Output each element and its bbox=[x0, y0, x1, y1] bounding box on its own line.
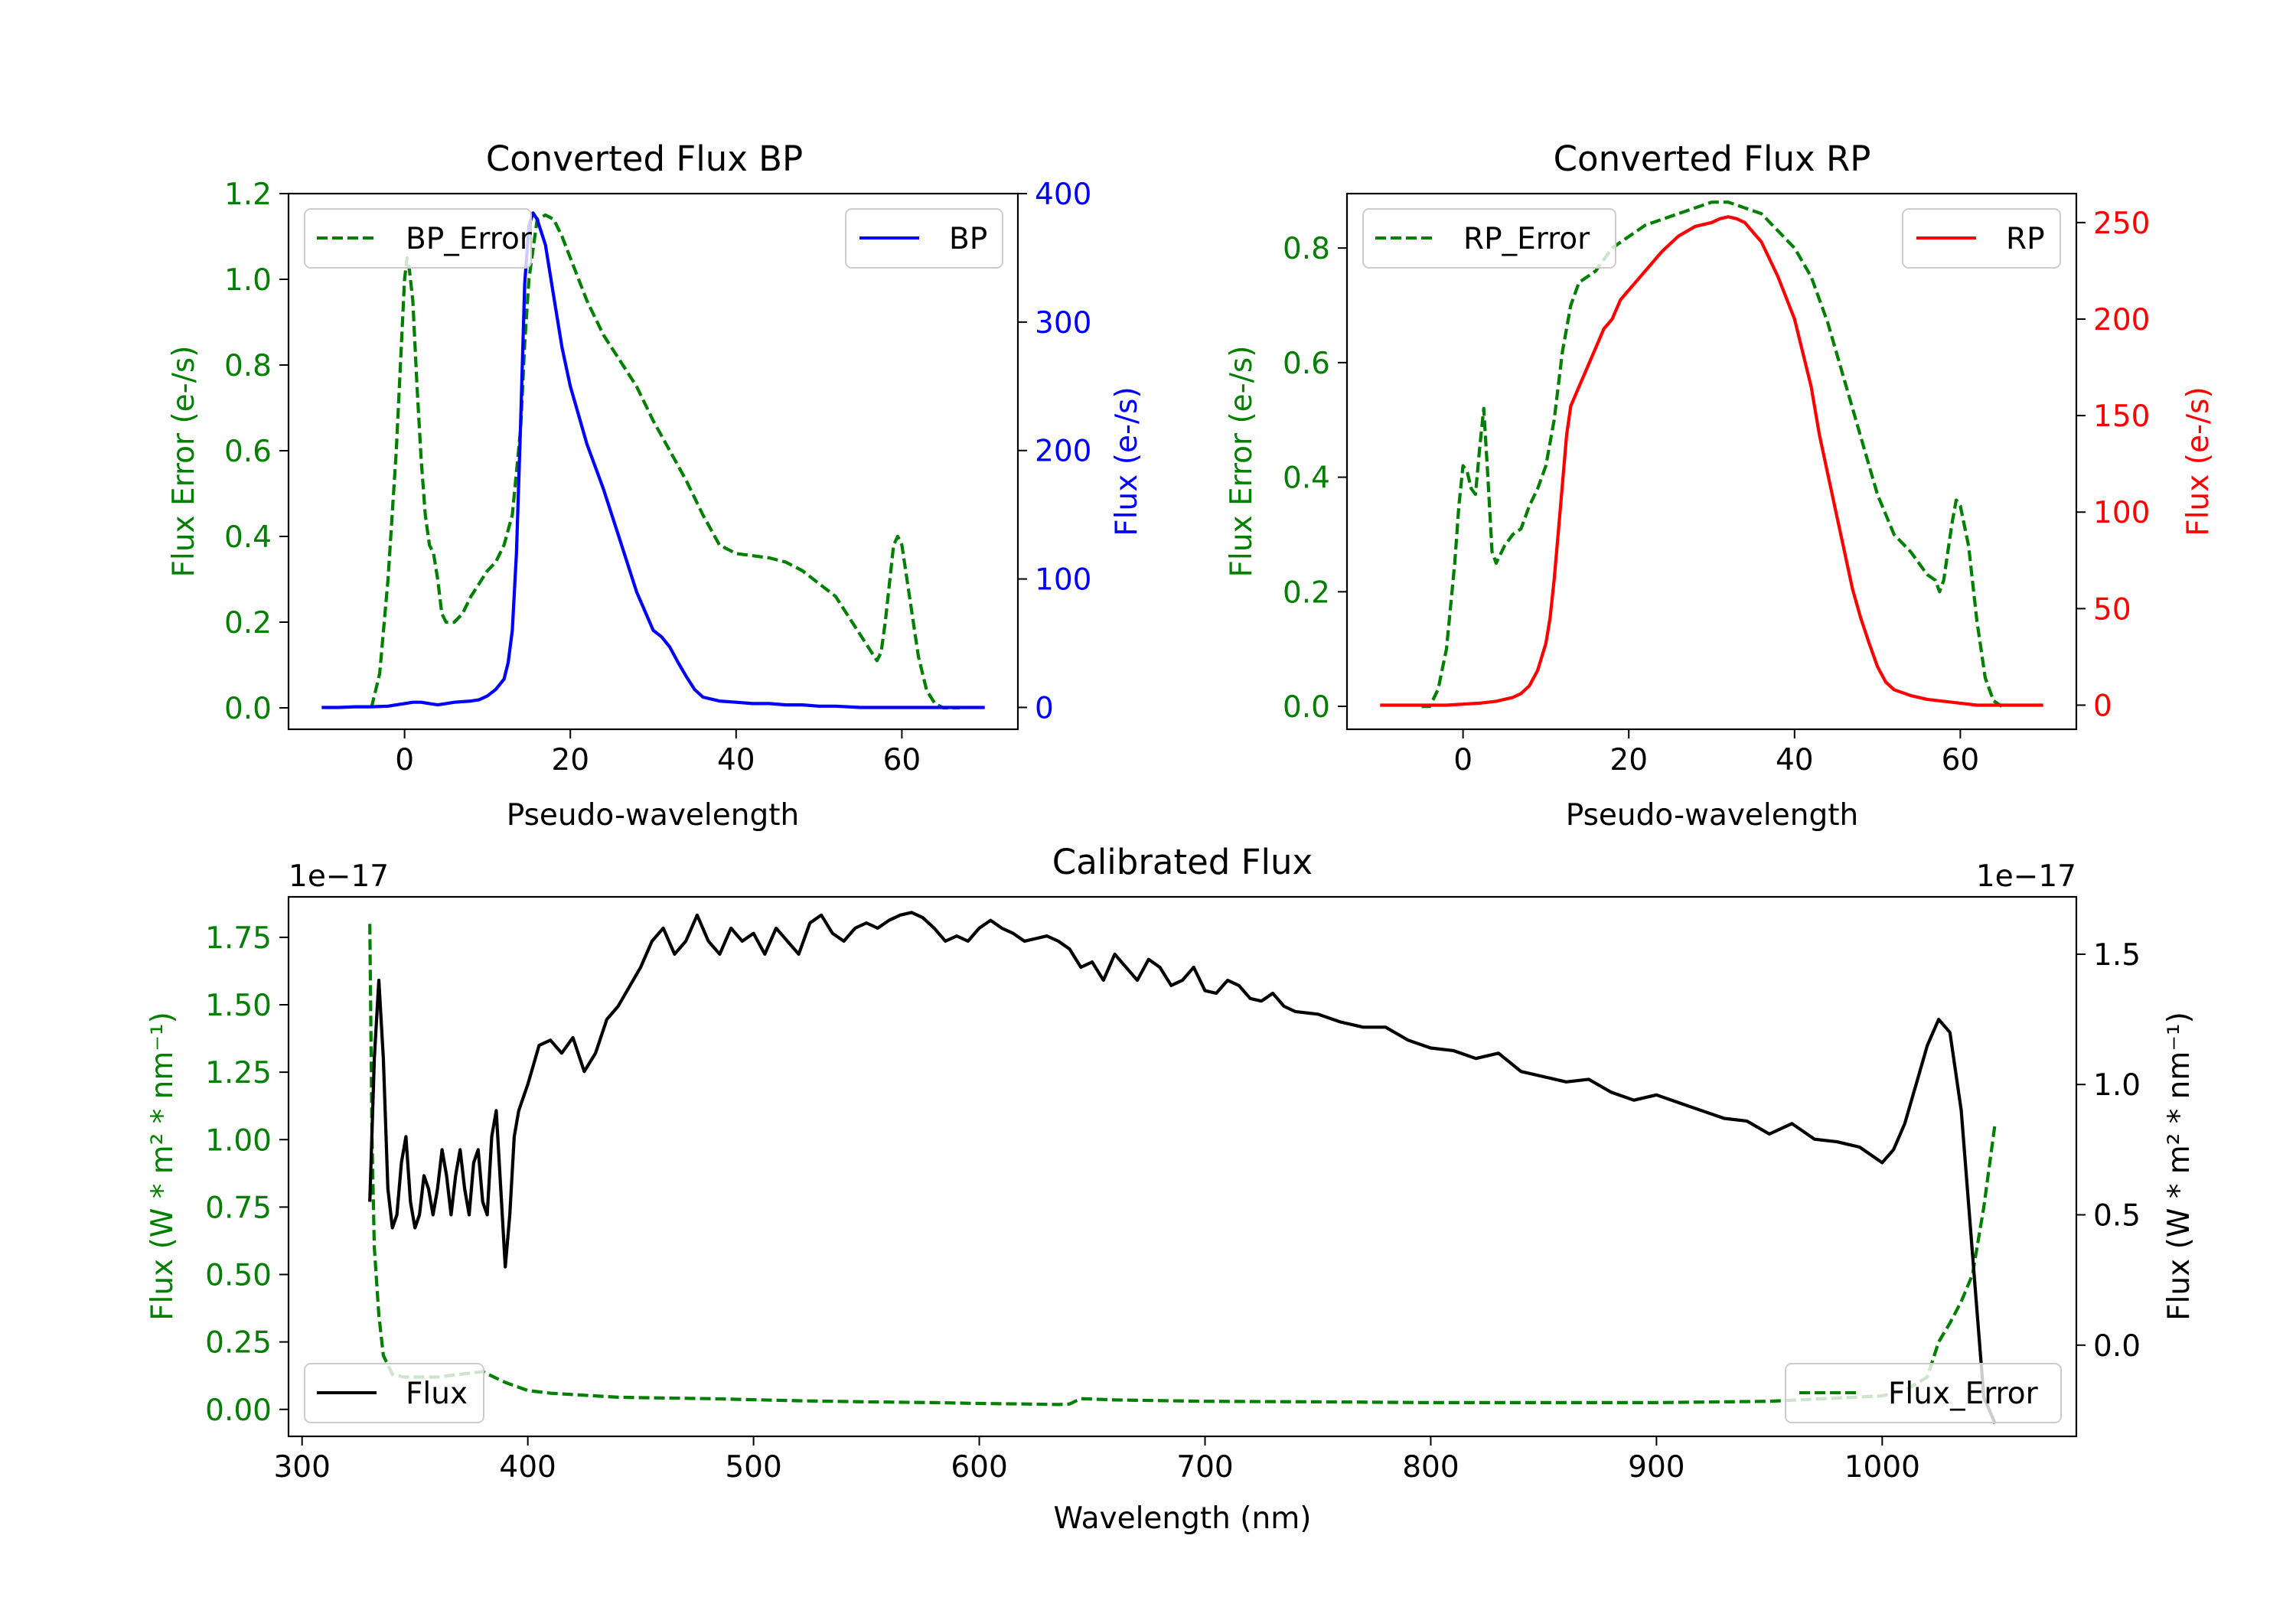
cal-left-axis-label: Flux (W * m² * nm⁻¹) bbox=[145, 1012, 180, 1321]
rp-left-y-tick-label: 0.2 bbox=[1283, 575, 1330, 610]
cal-left-offset-label: 1e−17 bbox=[289, 859, 389, 894]
cal-x-tick-label: 900 bbox=[1628, 1450, 1684, 1485]
cal-right-y-tick-label: 1.5 bbox=[2093, 938, 2141, 973]
cal-x-tick-label: 800 bbox=[1402, 1450, 1459, 1485]
bp-left-y-tick-label: 0.4 bbox=[224, 520, 272, 555]
bp-plot-frame bbox=[287, 192, 1019, 731]
bp-legend-label: BP bbox=[949, 222, 987, 256]
rp-left-y-tick-label: 0.6 bbox=[1283, 347, 1330, 381]
rp-right-y-tick-label: 200 bbox=[2093, 303, 2150, 337]
cal-flux-legend-label: Flux bbox=[406, 1377, 468, 1411]
bp-x-tick-label: 40 bbox=[717, 743, 755, 777]
bp-left-y-tick-label: 0.2 bbox=[224, 606, 272, 641]
cal-x-axis-label: Wavelength (nm) bbox=[1054, 1501, 1312, 1536]
rp-error-legend-label: RP_Error bbox=[1463, 222, 1590, 256]
bp-x-tick-label: 0 bbox=[395, 743, 414, 777]
rp-chart-title: Converted Flux RP bbox=[1554, 139, 1871, 179]
cal-left-y-tick-label: 1.00 bbox=[205, 1123, 272, 1158]
bp-legend: BP bbox=[845, 208, 1003, 269]
rp-x-tick-label: 20 bbox=[1609, 743, 1648, 777]
cal-chart-title: Calibrated Flux bbox=[1052, 842, 1313, 882]
rp-series-rp bbox=[1380, 215, 2043, 707]
bp-x-tick-label: 20 bbox=[551, 743, 589, 777]
cal-flux-error-legend: Flux_Error bbox=[1785, 1363, 2062, 1423]
bp-right-y-tick-label: 100 bbox=[1035, 563, 1091, 598]
rp-x-tick-label: 0 bbox=[1453, 743, 1473, 777]
rp-error-legend: RP_Error bbox=[1362, 208, 1616, 269]
cal-left-y-tick-label: 0.75 bbox=[205, 1191, 272, 1225]
bp-x-tick-label: 60 bbox=[883, 743, 921, 777]
cal-left-y-tick-label: 1.75 bbox=[205, 921, 272, 956]
rp-left-y-tick-label: 0.0 bbox=[1283, 690, 1330, 725]
bp-left-y-tick-label: 1.0 bbox=[224, 263, 272, 298]
rp-panel: Converted Flux RP 0 20 40 60 0.0 0.2 0.4 0.6 0.… bbox=[1225, 139, 2216, 833]
cal-x-tick-label: 600 bbox=[951, 1450, 1007, 1485]
bp-right-y-tick-label: 300 bbox=[1035, 306, 1091, 341]
rp-x-axis-label: Pseudo-wavelength bbox=[1566, 798, 1858, 833]
bp-left-axis-label: Flux Error (e-/s) bbox=[167, 346, 201, 578]
cal-right-y-tick-label: 0.0 bbox=[2093, 1329, 2141, 1364]
rp-x-tick-label: 40 bbox=[1776, 743, 1814, 777]
bp-right-y-tick-label: 200 bbox=[1035, 435, 1091, 469]
cal-flux-error-legend-label: Flux_Error bbox=[1888, 1377, 2039, 1411]
bp-left-y-tick-label: 0.0 bbox=[224, 692, 272, 726]
bp-series-bp bbox=[321, 211, 985, 709]
cal-right-y-tick-label: 1.0 bbox=[2093, 1068, 2141, 1103]
rp-series-rp-error bbox=[1421, 200, 2003, 709]
cal-flux-legend: Flux bbox=[304, 1363, 484, 1423]
bp-chart-title: Converted Flux BP bbox=[486, 139, 803, 179]
cal-left-y-tick-label: 0.50 bbox=[205, 1259, 272, 1293]
cal-right-axis-label: Flux (W * m² * nm⁻¹) bbox=[2162, 1012, 2197, 1321]
cal-right-offset-label: 1e−17 bbox=[1976, 859, 2076, 894]
bp-right-y-tick-label: 400 bbox=[1035, 178, 1091, 212]
bp-panel: Converted Flux BP 0 20 40 60 0.0 0.2 0.4 0.6 0.… bbox=[167, 139, 1144, 833]
bp-left-y-tick-label: 1.2 bbox=[224, 178, 272, 212]
rp-right-axis-label: Flux (e-/s) bbox=[2181, 386, 2216, 536]
bp-error-legend: BP_Error bbox=[304, 208, 533, 269]
rp-left-y-tick-label: 0.4 bbox=[1283, 461, 1330, 496]
cal-x-tick-label: 1000 bbox=[1844, 1450, 1920, 1485]
rp-right-y-tick-label: 100 bbox=[2093, 496, 2150, 530]
cal-left-y-tick-label: 1.25 bbox=[205, 1056, 272, 1090]
cal-plot-frame bbox=[287, 895, 2078, 1438]
bp-error-legend-label: BP_Error bbox=[406, 222, 533, 256]
rp-plot-frame bbox=[1345, 192, 2078, 731]
calibrated-panel: Calibrated Flux 1e−17 1e−17 300 400 500 600… bbox=[145, 842, 2197, 1536]
cal-left-y-tick-label: 1.50 bbox=[205, 989, 272, 1023]
cal-x-tick-label: 400 bbox=[499, 1450, 556, 1485]
rp-right-y-tick-label: 150 bbox=[2093, 399, 2150, 434]
rp-left-axis-label: Flux Error (e-/s) bbox=[1225, 346, 1259, 578]
bp-left-y-tick-label: 0.6 bbox=[224, 435, 272, 469]
cal-series-flux bbox=[368, 911, 1997, 1424]
rp-legend-label: RP bbox=[2006, 222, 2045, 256]
cal-x-tick-label: 700 bbox=[1176, 1450, 1233, 1485]
cal-x-tick-label: 500 bbox=[725, 1450, 781, 1485]
rp-left-y-tick-label: 0.8 bbox=[1283, 232, 1330, 266]
rp-legend: RP bbox=[1902, 208, 2061, 269]
rp-right-y-tick-label: 250 bbox=[2093, 207, 2150, 241]
bp-right-y-tick-label: 0 bbox=[1035, 691, 1054, 725]
cal-x-tick-label: 300 bbox=[273, 1450, 330, 1485]
cal-right-y-tick-label: 0.5 bbox=[2093, 1199, 2141, 1234]
rp-right-y-tick-label: 0 bbox=[2093, 689, 2112, 723]
bp-series-bp-error bbox=[370, 213, 960, 710]
bp-left-y-tick-label: 0.8 bbox=[224, 349, 272, 383]
cal-left-y-tick-label: 0.25 bbox=[205, 1326, 272, 1361]
rp-x-tick-label: 60 bbox=[1942, 743, 1980, 777]
rp-right-y-tick-label: 50 bbox=[2093, 592, 2131, 627]
bp-x-axis-label: Pseudo-wavelength bbox=[507, 798, 799, 833]
bp-right-axis-label: Flux (e-/s) bbox=[1110, 386, 1144, 536]
cal-left-y-tick-label: 0.00 bbox=[205, 1393, 272, 1428]
